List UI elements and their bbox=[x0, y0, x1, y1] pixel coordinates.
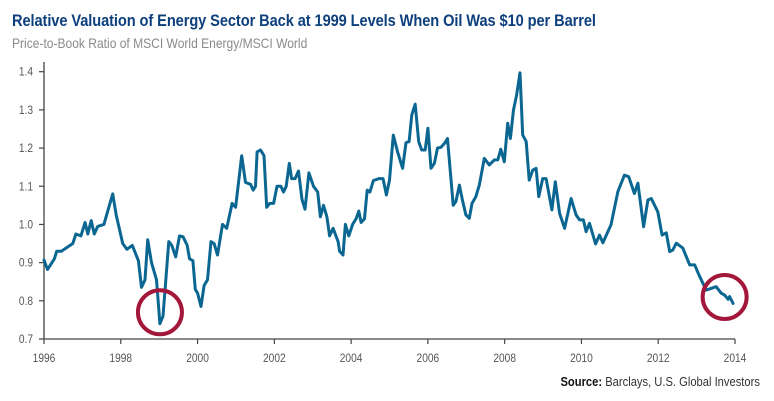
highlight-circles bbox=[135, 272, 749, 337]
highlight-circle bbox=[700, 272, 749, 321]
series-lines bbox=[42, 71, 735, 326]
x-tick-label: 2006 bbox=[417, 352, 440, 365]
series-line bbox=[42, 71, 735, 326]
y-tick-label: 0.9 bbox=[19, 257, 33, 270]
x-tick-label: 2010 bbox=[570, 352, 593, 365]
y-tick-label: 1.3 bbox=[19, 104, 33, 117]
source-label: Source: bbox=[560, 374, 603, 389]
x-tick-label: 2008 bbox=[493, 352, 516, 365]
chart-title: Relative Valuation of Energy Sector Back… bbox=[12, 11, 596, 30]
x-tick-label: 2012 bbox=[647, 352, 670, 365]
x-tick-label: 2000 bbox=[186, 352, 209, 365]
x-tick-label: 1998 bbox=[109, 352, 132, 365]
x-tick-label: 2002 bbox=[263, 352, 286, 365]
y-tick-label: 1.1 bbox=[19, 181, 33, 194]
chart-subtitle: Price-to-Book Ratio of MSCI World Energy… bbox=[12, 35, 308, 51]
y-tick-label: 0.7 bbox=[19, 333, 33, 346]
x-tick-label: 2004 bbox=[340, 352, 363, 365]
y-tick-label: 1.2 bbox=[19, 142, 33, 155]
source-text: Barclays, U.S. Global Investors bbox=[605, 374, 760, 389]
axes bbox=[39, 62, 736, 344]
y-tick-label: 1.0 bbox=[19, 219, 33, 232]
x-tick-label: 2014 bbox=[724, 352, 747, 365]
x-tick-label: 1996 bbox=[33, 352, 56, 365]
source-note: Source: Barclays, U.S. Global Investors bbox=[561, 374, 760, 389]
highlight-circle bbox=[135, 288, 184, 337]
tick-labels: 1996 1998 2000 2002 2004 2006 2008 2010 2012 2014… bbox=[19, 66, 747, 365]
y-tick-label: 1.4 bbox=[19, 66, 33, 79]
y-tick-label: 0.8 bbox=[19, 295, 33, 308]
